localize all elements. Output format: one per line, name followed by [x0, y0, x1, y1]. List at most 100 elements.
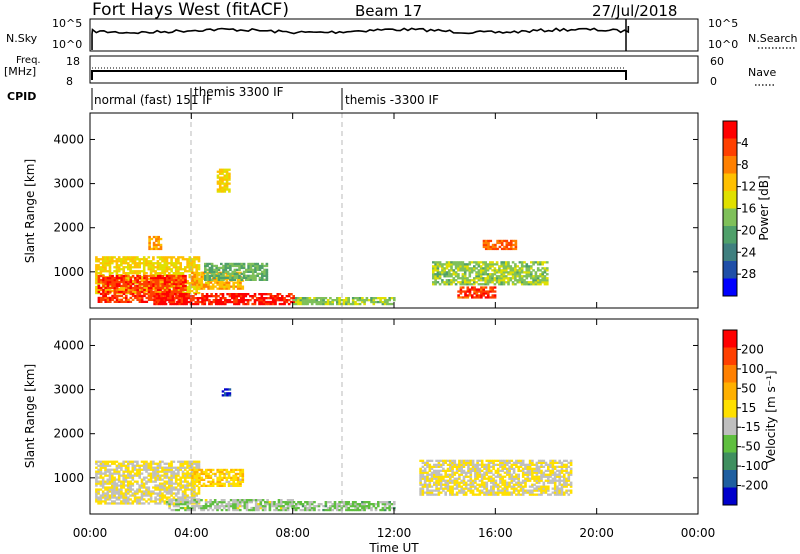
heatmap-cell: [329, 506, 332, 510]
heatmap-cell: [202, 505, 206, 508]
heatmap-cell: [133, 480, 137, 483]
heatmap-cell: [120, 494, 123, 497]
heatmap-cell: [115, 490, 119, 493]
heatmap-cell: [242, 272, 246, 275]
heatmap-cell: [170, 462, 173, 465]
heatmap-cell: [161, 486, 164, 489]
colorbar-swatch: [723, 208, 737, 227]
heatmap-cell: [273, 508, 276, 512]
heatmap-cell: [224, 300, 227, 304]
heatmap-cell: [506, 483, 509, 486]
heatmap-cell: [482, 286, 485, 289]
heatmap-cell: [534, 283, 538, 286]
heatmap-cell: [439, 487, 443, 490]
heatmap-cell: [506, 473, 509, 476]
heatmap-cell: [102, 278, 105, 282]
heatmap-cell: [164, 299, 168, 302]
heatmap-cell: [464, 292, 467, 295]
heatmap-cell: [470, 267, 474, 270]
heatmap-cell: [304, 508, 307, 512]
heatmap-cell: [560, 489, 564, 492]
heatmap-cell: [475, 263, 478, 266]
heatmap-cell: [428, 469, 432, 472]
heatmap-cell: [462, 469, 466, 472]
heatmap-cell: [223, 190, 227, 193]
heatmap-cell: [129, 266, 132, 269]
heatmap-cell: [426, 485, 429, 488]
heatmap-cell: [444, 483, 447, 486]
heatmap-cell: [214, 295, 218, 298]
velocity-colorbar-label: Velocity [m s⁻¹]: [764, 370, 778, 463]
heatmap-cell: [468, 267, 472, 270]
x-tick-label: 20:00: [579, 526, 614, 540]
heatmap-cell: [109, 298, 112, 301]
heatmap-cell: [508, 493, 511, 496]
heatmap-cell: [204, 270, 207, 273]
colorbar-tick-label: 24: [741, 245, 756, 259]
heatmap-cell: [149, 260, 153, 263]
heatmap-cell: [507, 247, 511, 251]
heatmap-cell: [270, 505, 274, 508]
heatmap-cell: [250, 501, 253, 504]
heatmap-cell: [261, 505, 265, 508]
heatmap-cell: [443, 263, 446, 266]
heatmap-cell: [306, 297, 309, 300]
heatmap-cell: [113, 486, 116, 489]
heatmap-cell: [265, 276, 269, 279]
heatmap-cell: [442, 459, 445, 462]
heatmap-cell: [458, 463, 461, 466]
heatmap-cell: [104, 258, 107, 261]
heatmap-cell: [358, 302, 362, 306]
heatmap-cell: [168, 464, 171, 467]
cpid-segment-2: themis 3300 IF: [194, 85, 284, 99]
heatmap-cell: [541, 261, 544, 264]
heatmap-cell: [99, 296, 103, 300]
heatmap-cell: [500, 243, 504, 247]
heatmap-cell: [435, 485, 438, 488]
heatmap-cell: [268, 508, 272, 512]
heatmap-cell: [301, 300, 305, 304]
heatmap-cell: [172, 508, 176, 512]
heatmap-cell: [271, 302, 275, 306]
heatmap-cell: [184, 486, 187, 489]
heatmap-cell: [489, 290, 492, 293]
heatmap-cell: [297, 297, 300, 300]
heatmap-cell: [190, 488, 194, 491]
heatmap-cell: [122, 472, 125, 475]
heatmap-cell: [569, 463, 573, 466]
heatmap-cell: [225, 285, 229, 288]
heatmap-cell: [147, 490, 151, 493]
heatmap-cell: [206, 276, 209, 279]
heatmap-cell: [168, 470, 171, 473]
heatmap-cell: [158, 498, 162, 501]
heatmap-cell: [158, 466, 162, 469]
heatmap-cell: [109, 296, 112, 300]
heatmap-cell: [256, 262, 259, 266]
heatmap-cell: [172, 499, 176, 502]
heatmap-cell: [270, 501, 274, 504]
heatmap-cell: [129, 258, 132, 261]
heatmap-cell: [290, 300, 293, 304]
heatmap-cell: [211, 501, 215, 504]
heatmap-cell: [163, 490, 167, 493]
heatmap-cell: [216, 281, 219, 284]
heatmap-cell: [208, 302, 211, 306]
heatmap-cell: [419, 477, 422, 480]
heatmap-cell: [268, 503, 272, 506]
heatmap-cell: [386, 302, 389, 306]
heatmap-cell: [313, 501, 316, 504]
heatmap-cell: [232, 503, 235, 506]
heatmap-cell: [421, 493, 425, 496]
heatmap-cell: [231, 264, 234, 268]
heatmap-cell: [433, 465, 436, 468]
heatmap-cell: [494, 491, 498, 494]
y-tick-label: 3000: [53, 177, 84, 191]
heatmap-cell: [390, 297, 394, 300]
heatmap-cell: [507, 273, 510, 276]
heatmap-cell: [184, 490, 187, 493]
heatmap-cell: [149, 272, 153, 275]
heatmap-cell: [547, 487, 550, 490]
heatmap-cell: [560, 463, 564, 466]
heatmap-cell: [565, 481, 568, 484]
heatmap-cell: [236, 281, 240, 284]
